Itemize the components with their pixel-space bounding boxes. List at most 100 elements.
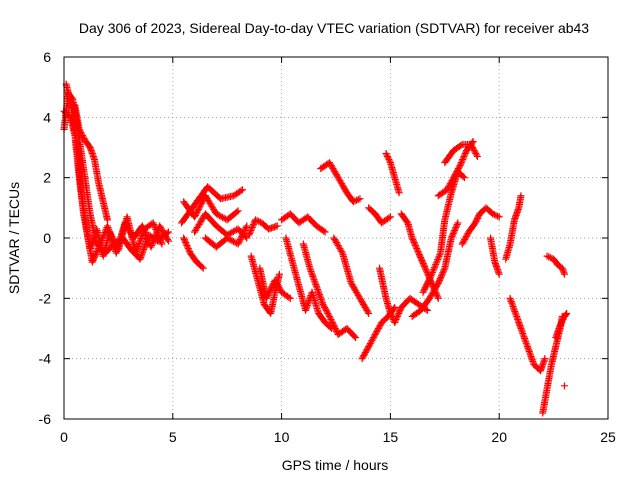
tick-labels: 0 5 10 15 20 25 -6 -4 -2 0 2 4 6 bbox=[39, 49, 616, 445]
data-point bbox=[395, 189, 403, 197]
data-point bbox=[451, 171, 459, 179]
data-point bbox=[473, 214, 481, 222]
data-point bbox=[494, 212, 502, 220]
data-point bbox=[238, 231, 246, 239]
data-point bbox=[372, 329, 380, 337]
data-point bbox=[235, 239, 243, 247]
data-point bbox=[425, 276, 433, 284]
data-point bbox=[365, 343, 373, 351]
data-point bbox=[255, 217, 263, 225]
data-point bbox=[329, 320, 337, 328]
data-point bbox=[196, 202, 204, 210]
x-tick-label: 10 bbox=[274, 429, 290, 445]
data-point bbox=[458, 240, 466, 248]
data-point bbox=[469, 145, 477, 153]
data-point bbox=[449, 229, 457, 237]
plot-frame bbox=[63, 56, 609, 420]
data-point bbox=[151, 224, 159, 232]
data-point bbox=[233, 208, 241, 216]
data-point bbox=[110, 237, 118, 245]
x-tick-label: 15 bbox=[383, 429, 399, 445]
data-point bbox=[439, 269, 447, 277]
data-point bbox=[444, 184, 452, 192]
data-point bbox=[194, 205, 202, 213]
data-point bbox=[562, 310, 570, 318]
data-point bbox=[184, 243, 192, 251]
data-point bbox=[426, 273, 434, 281]
y-tick-label: 6 bbox=[43, 49, 51, 65]
data-point bbox=[239, 229, 247, 237]
data-point bbox=[263, 293, 271, 301]
data-point bbox=[438, 270, 446, 278]
data-point bbox=[473, 216, 481, 224]
data-point bbox=[434, 294, 442, 302]
data-point bbox=[413, 246, 421, 254]
data-point bbox=[191, 213, 199, 221]
data-point bbox=[413, 245, 421, 253]
data-point bbox=[461, 236, 469, 244]
data-point bbox=[107, 231, 115, 239]
data-point bbox=[234, 240, 242, 248]
data-point bbox=[360, 352, 368, 360]
data-point bbox=[320, 302, 328, 310]
data-point bbox=[395, 308, 403, 316]
data-point bbox=[92, 249, 100, 257]
data-point bbox=[320, 227, 328, 235]
data-point bbox=[374, 326, 382, 334]
data-point bbox=[455, 163, 463, 171]
data-point bbox=[267, 284, 275, 292]
data-point bbox=[236, 237, 244, 245]
data-point bbox=[237, 234, 245, 242]
data-point bbox=[92, 251, 100, 259]
data-point bbox=[332, 326, 340, 334]
data-point bbox=[423, 279, 431, 287]
data-point bbox=[253, 217, 261, 225]
data-point bbox=[429, 267, 437, 275]
x-tick-label: 20 bbox=[491, 429, 507, 445]
data-point bbox=[422, 282, 430, 290]
data-point bbox=[243, 222, 251, 230]
data-point bbox=[473, 151, 481, 159]
data-point bbox=[419, 288, 427, 296]
data-point bbox=[152, 225, 160, 233]
data-point bbox=[451, 226, 459, 234]
data-point bbox=[460, 153, 468, 161]
data-point bbox=[217, 212, 225, 220]
data-point bbox=[75, 125, 83, 133]
data-point bbox=[463, 231, 471, 239]
data-point bbox=[423, 281, 431, 289]
data-point bbox=[198, 198, 206, 206]
data-point bbox=[396, 306, 404, 314]
data-point bbox=[148, 241, 156, 249]
data-point bbox=[436, 275, 444, 283]
data-point bbox=[447, 234, 455, 242]
data-point bbox=[545, 253, 553, 261]
data-point bbox=[240, 228, 248, 236]
data-point bbox=[212, 210, 220, 218]
data-point bbox=[156, 235, 164, 243]
y-tick-label: 2 bbox=[43, 170, 51, 186]
data-point bbox=[414, 248, 422, 256]
data-point bbox=[409, 236, 417, 244]
data-point bbox=[435, 252, 443, 260]
data-point bbox=[149, 238, 157, 246]
y-tick-label: 4 bbox=[43, 109, 51, 125]
chart-title: Day 306 of 2023, Sidereal Day-to-day VTE… bbox=[79, 20, 589, 36]
data-point bbox=[262, 294, 270, 302]
data-point bbox=[154, 230, 162, 238]
data-point bbox=[558, 318, 566, 326]
data-point bbox=[393, 312, 401, 320]
data-point bbox=[558, 317, 566, 325]
data-point bbox=[365, 309, 373, 317]
data-point bbox=[151, 222, 159, 230]
data-point bbox=[470, 147, 478, 155]
data-point bbox=[448, 177, 456, 185]
data-point bbox=[370, 334, 378, 342]
data-point bbox=[194, 207, 202, 215]
data-point bbox=[423, 306, 431, 314]
data-point bbox=[354, 196, 362, 204]
data-point bbox=[193, 208, 201, 216]
data-point bbox=[228, 228, 236, 236]
data-point bbox=[411, 240, 419, 248]
